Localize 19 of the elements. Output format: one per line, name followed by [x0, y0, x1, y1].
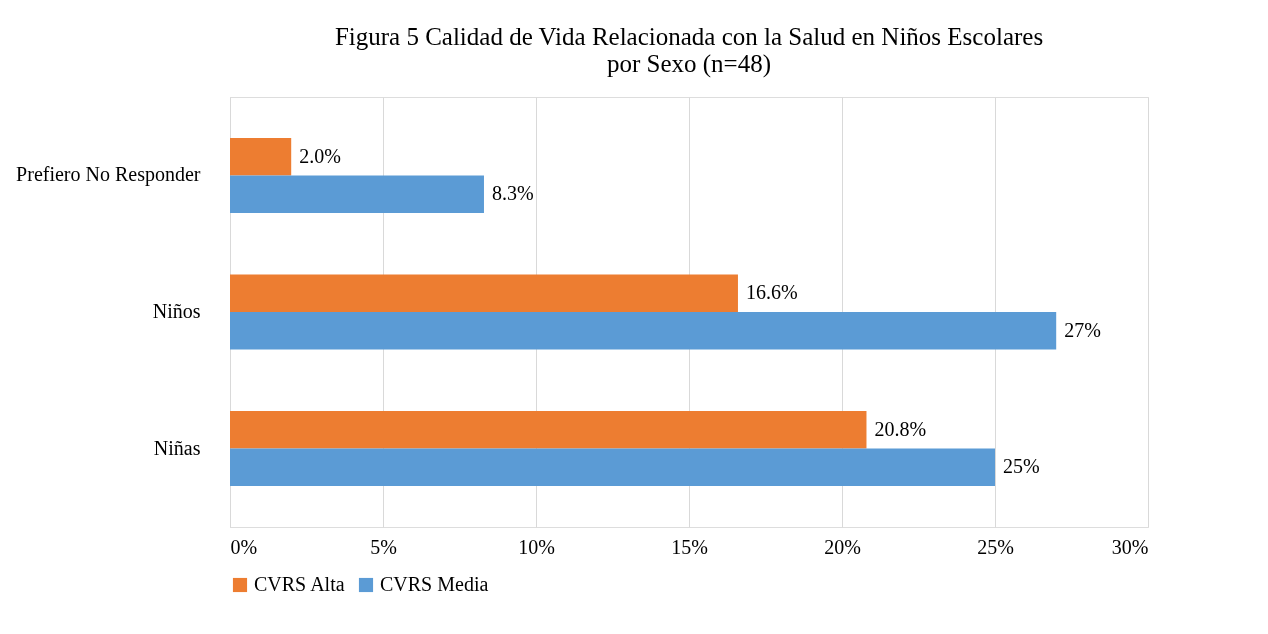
legend-label: CVRS Alta: [254, 573, 345, 595]
x-tick-label: 30%: [1111, 535, 1149, 558]
data-label: 2.0%: [299, 144, 341, 167]
legend-label: CVRS Media: [380, 573, 489, 595]
chart-title: Figura 5 Calidad de Vida Relacionada con la Salud en Niños Escolares por Sexo (n=48): [334, 23, 1044, 78]
data-label: 8.3%: [491, 182, 534, 205]
x-tick-label: 25%: [977, 535, 1014, 558]
x-tick-label: 10%: [518, 535, 555, 558]
data-label: 27%: [1064, 318, 1101, 341]
data-label: 20.8%: [874, 417, 927, 440]
y-tick-label: Niñas: [153, 436, 201, 459]
y-tick-label: Niños: [152, 300, 201, 322]
x-tick-label: 5%: [370, 535, 397, 558]
x-tick-label: 20%: [824, 535, 861, 558]
x-tick-label: 15%: [671, 535, 708, 558]
data-label: 16.6%: [745, 281, 798, 304]
data-label: 25%: [1003, 455, 1040, 478]
x-tick-label: 0%: [230, 535, 258, 558]
y-tick-label: Prefiero No Responder: [16, 163, 201, 187]
